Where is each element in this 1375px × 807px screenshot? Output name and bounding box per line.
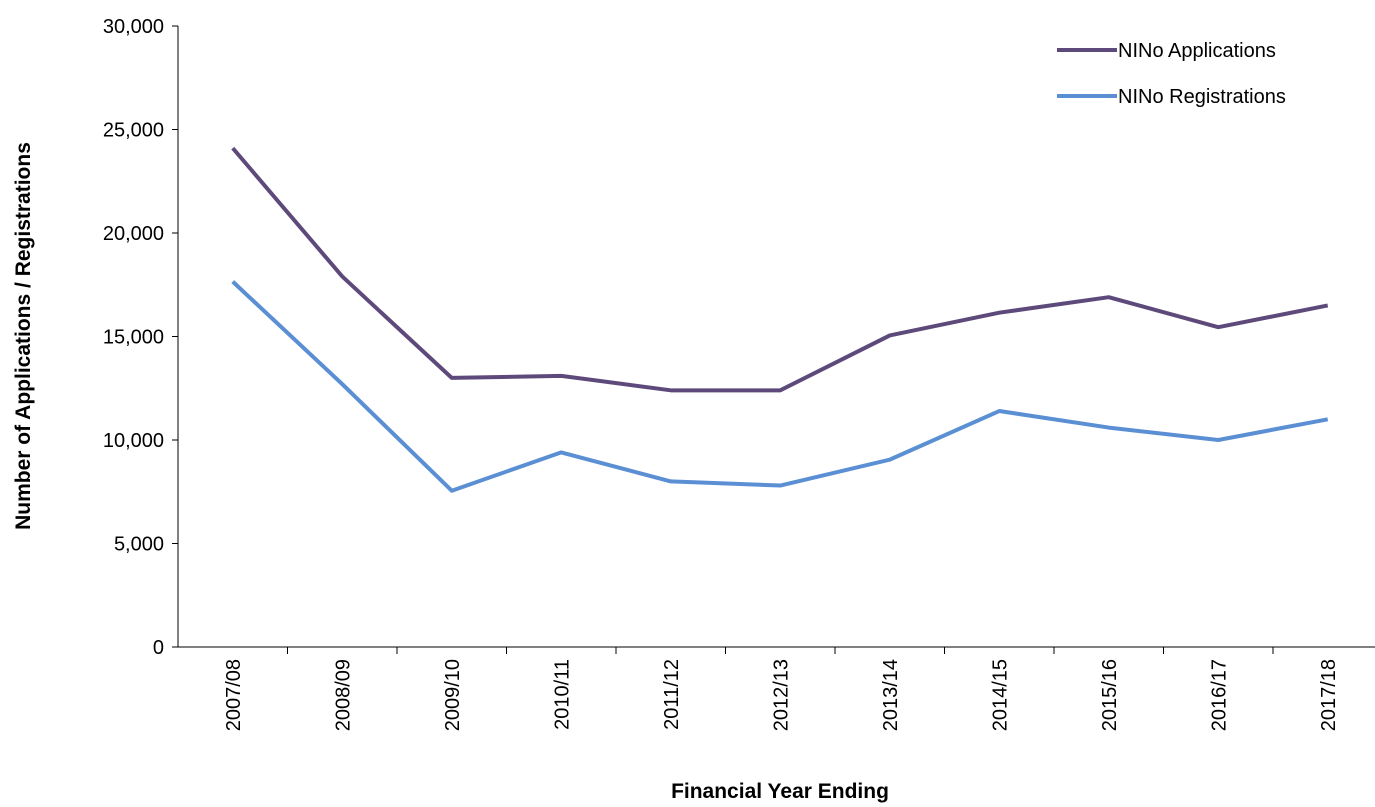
legend-label: NINo Applications [1118, 40, 1276, 62]
y-tick-label: 10,000 [103, 430, 164, 452]
x-tick-label: 2010/11 [551, 659, 573, 730]
legend-label: NINo Registrations [1118, 86, 1286, 108]
x-tick-label: 2008/09 [332, 659, 354, 731]
line-series [231, 146, 1329, 393]
x-tick-label: 2015/16 [1099, 659, 1121, 731]
y-tick-label: 20,000 [103, 223, 164, 245]
y-tick-label: 30,000 [103, 16, 164, 38]
x-tick-label: 2009/10 [442, 659, 464, 731]
x-axis-title: Financial Year Ending [671, 780, 889, 803]
y-tick-label: 25,000 [103, 120, 164, 142]
x-tick-label: 2012/13 [770, 659, 792, 731]
line-series [231, 280, 1329, 493]
x-tick-label: 2007/08 [223, 659, 245, 731]
y-tick-label: 0 [153, 637, 164, 659]
x-tick-label: 2011/12 [661, 659, 683, 730]
y-tick-label: 5,000 [114, 534, 164, 556]
x-tick-label: 2017/18 [1318, 659, 1340, 731]
y-tick-label: 15,000 [103, 327, 164, 349]
x-tick-label: 2014/15 [989, 659, 1011, 731]
y-axis-title: Number of Applications / Registrations [12, 142, 35, 530]
x-tick-label: 2016/17 [1208, 659, 1230, 731]
x-tick-label: 2013/14 [880, 659, 902, 731]
